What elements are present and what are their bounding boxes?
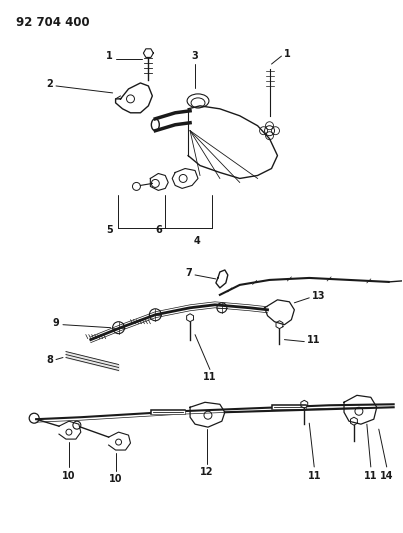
Text: 1: 1 [285,49,291,59]
Text: 5: 5 [106,225,112,235]
Text: 11: 11 [307,471,321,481]
Ellipse shape [152,119,159,131]
Text: 8: 8 [46,354,53,365]
Text: 4: 4 [194,236,200,246]
Text: 2: 2 [46,79,53,89]
Text: 92 704 400: 92 704 400 [16,17,90,29]
Text: 9: 9 [52,318,59,328]
Text: 3: 3 [192,51,198,61]
Text: 13: 13 [312,291,326,301]
Text: 1: 1 [106,51,112,61]
Text: 11: 11 [307,335,321,345]
Text: 6: 6 [156,225,162,235]
Text: 11: 11 [364,471,378,481]
Ellipse shape [191,98,205,108]
Text: 10: 10 [62,471,76,481]
Text: 12: 12 [200,467,214,477]
Text: 14: 14 [380,471,393,481]
Text: 10: 10 [109,474,123,484]
Text: 7: 7 [185,268,192,278]
Text: 11: 11 [203,373,217,383]
